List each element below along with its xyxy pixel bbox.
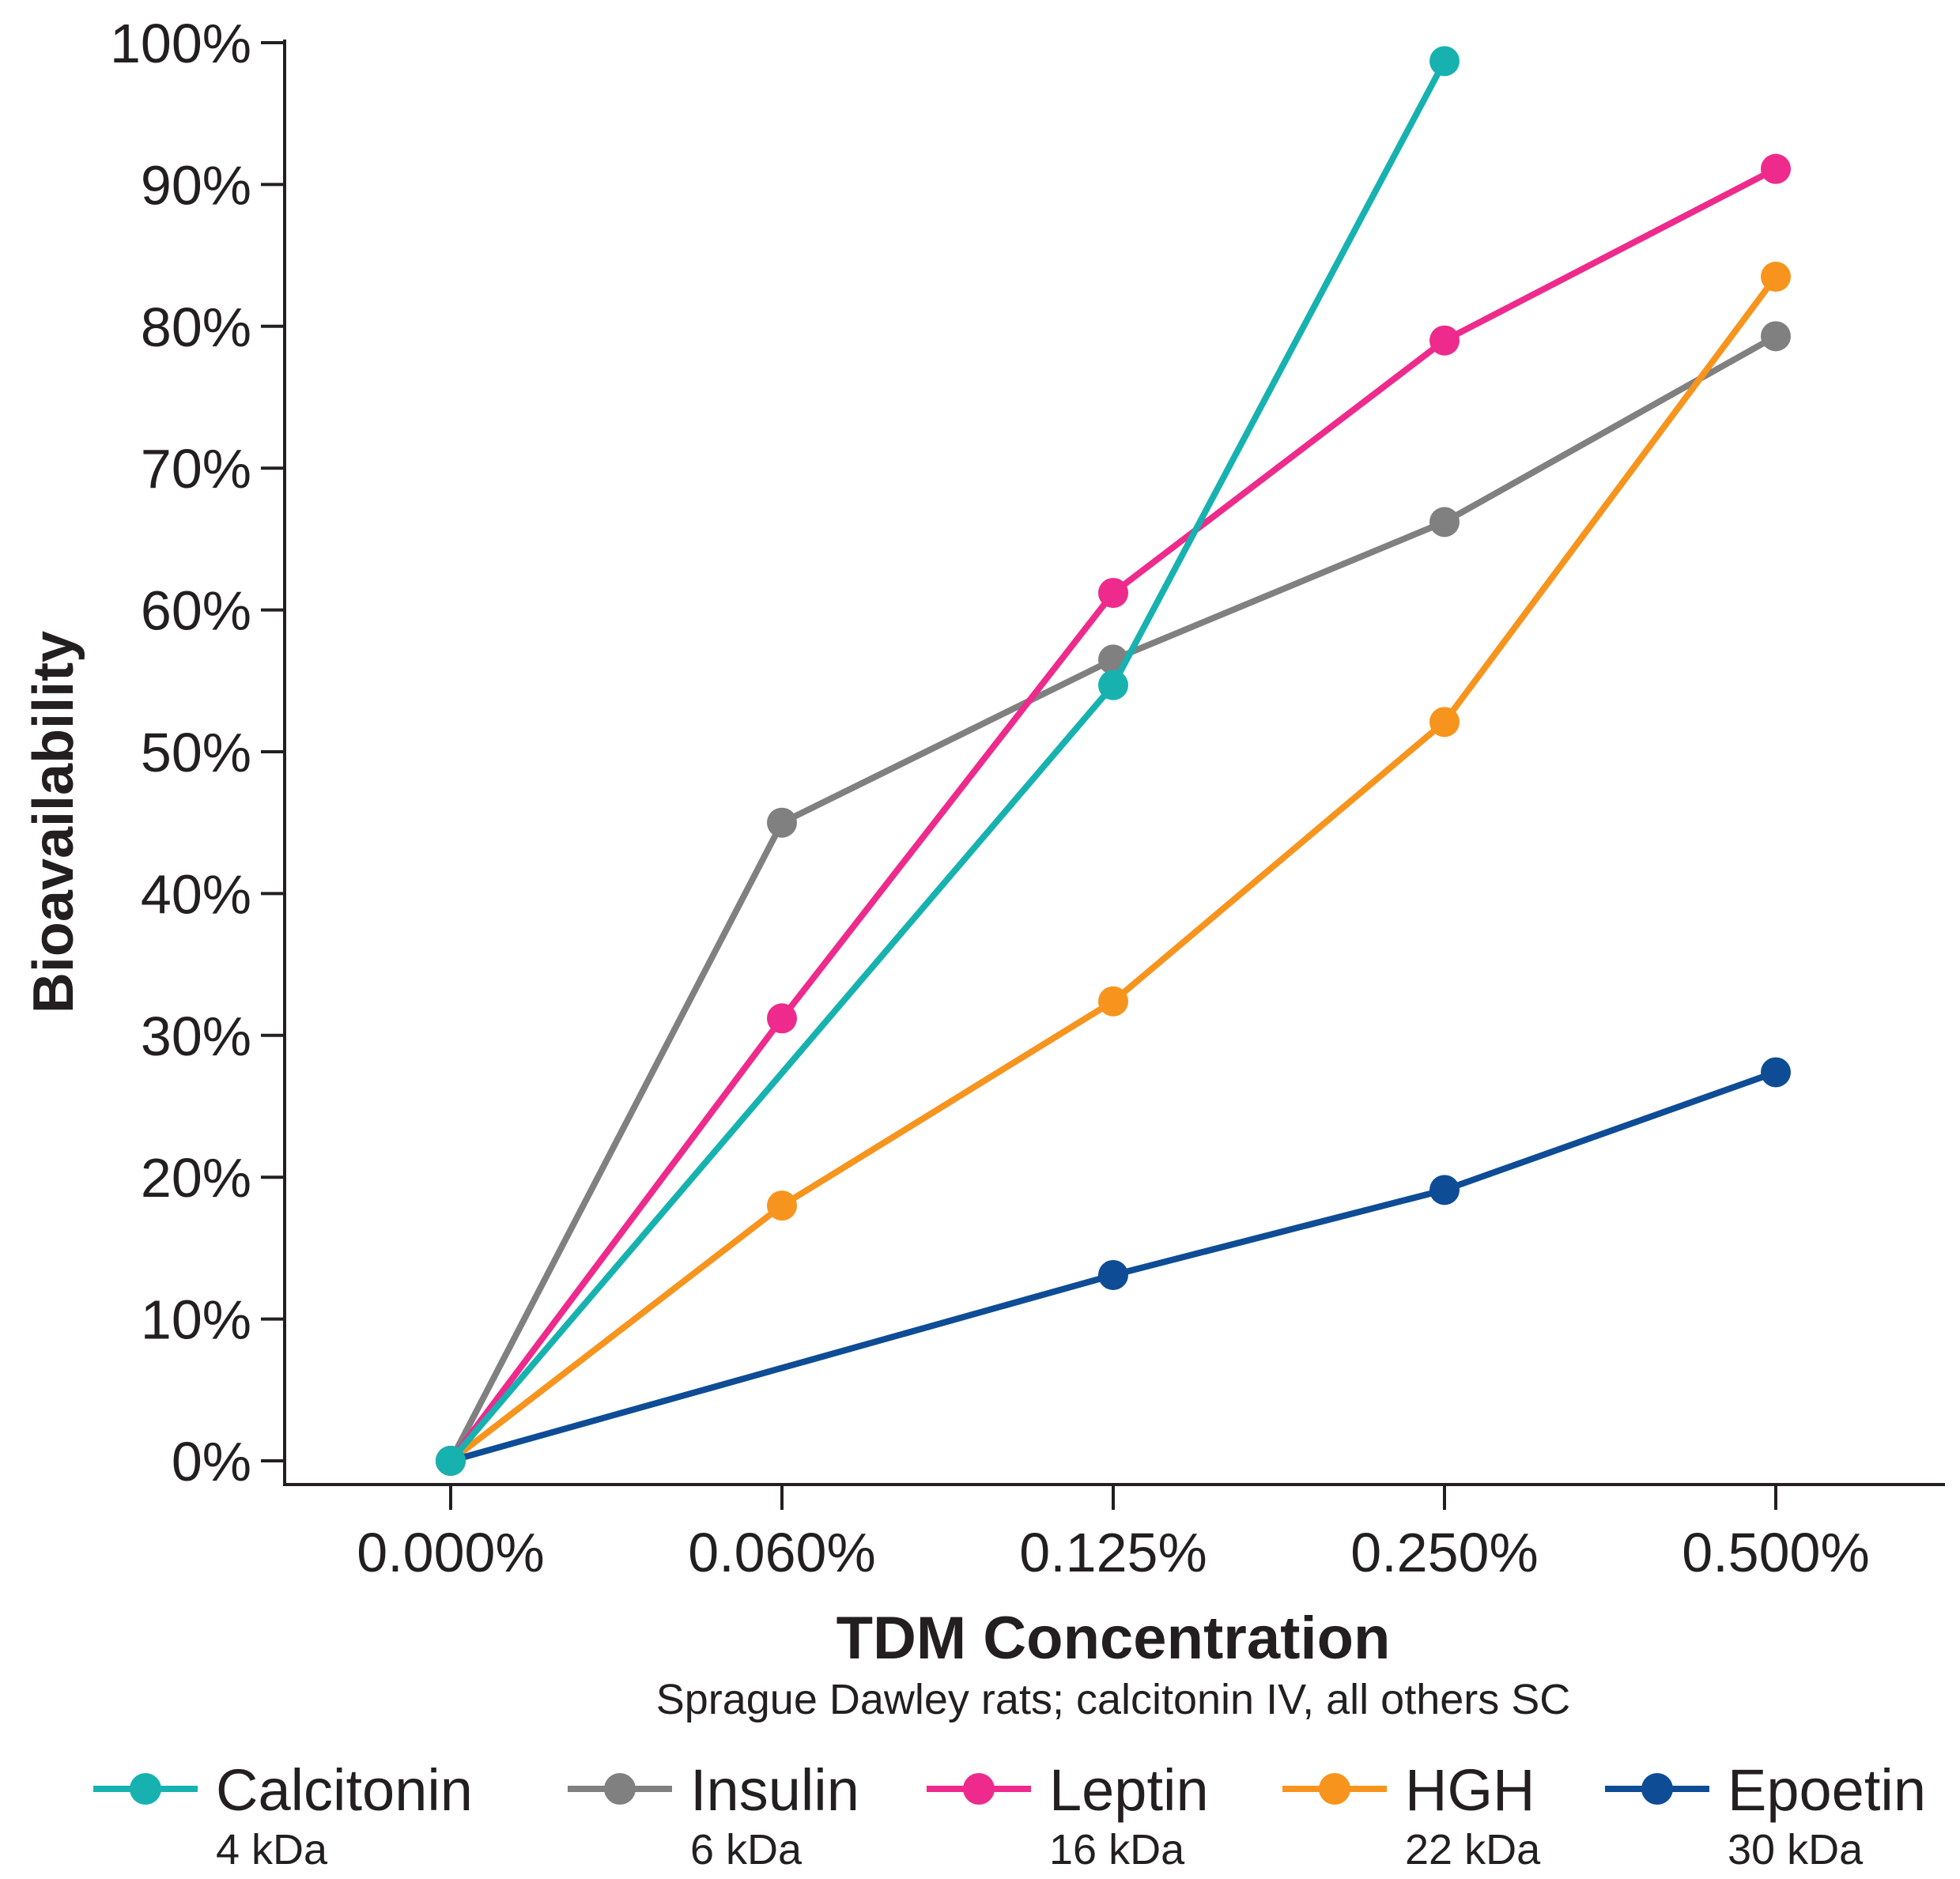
y-tick-label: 100% (110, 13, 251, 74)
data-point-insulin (1761, 321, 1791, 352)
legend-label-calcitonin: Calcitonin (216, 1757, 473, 1823)
data-point-insulin (767, 807, 797, 838)
legend-label-insulin: Insulin (690, 1757, 859, 1823)
legend-sublabel-epoetin: 30 kDa (1728, 1826, 1864, 1873)
legend-label-leptin: Leptin (1049, 1757, 1209, 1823)
y-tick-label: 20% (141, 1147, 251, 1209)
x-axis-title: TDM Concentration (836, 1605, 1391, 1672)
data-point-leptin (1761, 153, 1791, 184)
data-point-hgh (767, 1190, 797, 1221)
legend-marker-calcitonin (130, 1773, 161, 1805)
legend-sublabel-insulin: 6 kDa (690, 1826, 803, 1873)
y-tick-label: 0% (172, 1431, 251, 1492)
x-tick-label: 0.000% (357, 1522, 544, 1583)
data-point-leptin (1429, 325, 1460, 356)
y-tick-label: 50% (141, 722, 251, 783)
y-tick-label: 40% (141, 863, 251, 925)
data-point-calcitonin (1429, 46, 1460, 77)
series-line-calcitonin (448, 59, 1448, 1463)
x-tick-label: 0.125% (1019, 1522, 1207, 1583)
legend-marker-epoetin (1641, 1773, 1673, 1805)
legend-sublabel-hgh: 22 kDa (1405, 1826, 1541, 1873)
y-axis-title: Bioavailability (22, 631, 85, 1013)
x-axis-ticks: 0.000% 0.060% 0.125% 0.250% 0.500% (357, 1485, 1870, 1583)
y-tick-label: 10% (141, 1289, 251, 1351)
y-tick-label: 90% (141, 154, 251, 216)
data-point-insulin (1429, 507, 1460, 538)
data-point-epoetin (1761, 1057, 1791, 1088)
data-point-hgh (1098, 986, 1128, 1017)
data-point-hgh (1429, 707, 1460, 738)
series-line-insulin (448, 333, 1777, 1462)
y-tick-label: 30% (141, 1006, 251, 1067)
series-line-epoetin (449, 1069, 1777, 1464)
legend-label-hgh: HGH (1405, 1757, 1535, 1823)
x-tick-label: 0.500% (1682, 1522, 1869, 1583)
series-layer (436, 46, 1791, 1476)
y-tick-label: 60% (141, 580, 251, 642)
data-point-calcitonin (436, 1446, 466, 1476)
data-point-hgh (1761, 262, 1791, 292)
y-axis-ticks: 0% 10% 20% 30% 40% 50% 60% 70% 80% 90% 100% (110, 13, 285, 1492)
legend-marker-hgh (1319, 1773, 1350, 1805)
legend-marker-leptin (963, 1773, 995, 1805)
data-point-calcitonin (1098, 670, 1128, 700)
data-point-epoetin (1098, 1259, 1128, 1290)
legend-label-epoetin: Epoetin (1728, 1757, 1926, 1823)
data-point-epoetin (1429, 1175, 1460, 1206)
y-tick-label: 70% (141, 438, 251, 500)
y-tick-label: 80% (141, 296, 251, 358)
x-tick-label: 0.060% (688, 1522, 875, 1583)
data-point-leptin (1098, 578, 1128, 609)
legend-sublabel-leptin: 16 kDa (1049, 1826, 1185, 1873)
legend-marker-insulin (604, 1773, 636, 1805)
chart-subtitle: Sprague Dawley rats; calcitonin IV, all … (656, 1676, 1571, 1723)
x-tick-label: 0.250% (1350, 1522, 1538, 1583)
data-point-leptin (767, 1003, 797, 1034)
legend-sublabel-calcitonin: 4 kDa (216, 1826, 328, 1873)
